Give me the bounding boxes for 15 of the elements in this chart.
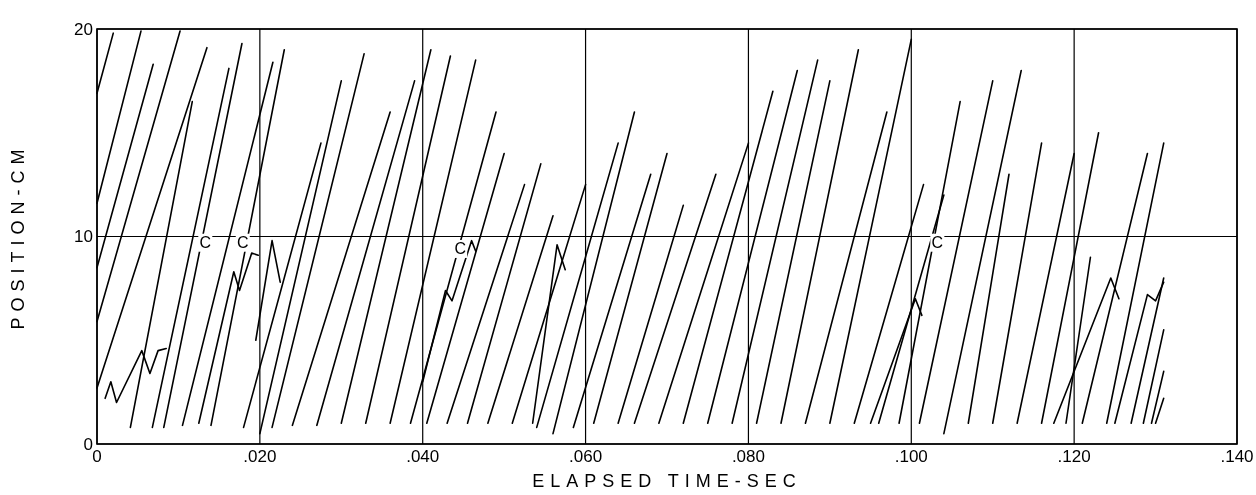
x-tick-label: .060 bbox=[569, 447, 603, 466]
x-tick-label: .020 bbox=[243, 447, 277, 466]
y-axis-title: POSITION-CM bbox=[8, 143, 28, 330]
y-tick-label: 20 bbox=[74, 19, 93, 39]
x-tick-label: .100 bbox=[894, 447, 928, 466]
x-tick-label: .120 bbox=[1057, 447, 1091, 466]
annotation: C bbox=[199, 234, 212, 252]
annotation: C bbox=[236, 234, 249, 252]
annotation: C bbox=[454, 240, 466, 258]
x-tick-label: .140 bbox=[1220, 447, 1254, 466]
y-tick-label: 10 bbox=[74, 227, 93, 246]
x-tick-label: .080 bbox=[731, 447, 765, 466]
annotation: C bbox=[931, 234, 944, 252]
x-axis-title: ELAPSED TIME-SEC bbox=[532, 471, 802, 491]
x-tick-label: .040 bbox=[406, 447, 440, 466]
